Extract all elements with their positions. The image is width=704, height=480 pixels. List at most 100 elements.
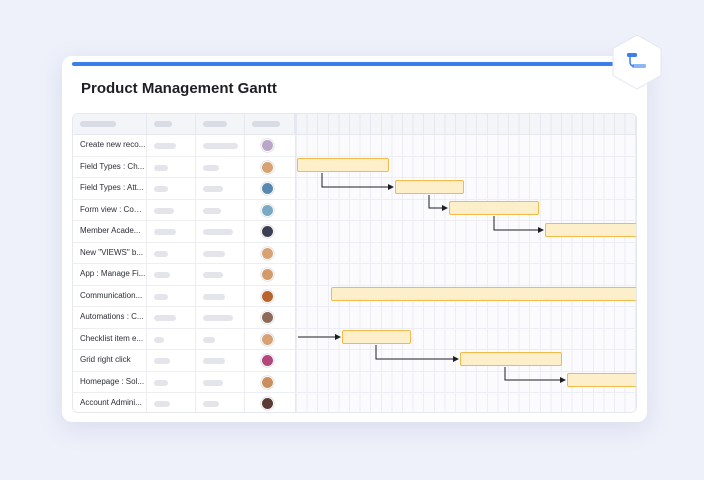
- cell-2[interactable]: [147, 135, 196, 157]
- cell-3[interactable]: [196, 307, 245, 329]
- task-bar-field-types-att[interactable]: [395, 180, 464, 194]
- cell-3[interactable]: [196, 350, 245, 372]
- avatar[interactable]: [261, 375, 274, 389]
- timeline-row-divider: [296, 263, 636, 264]
- table-row[interactable]: Automations : C...: [73, 307, 295, 329]
- avatar[interactable]: [261, 139, 274, 152]
- cell-3[interactable]: [196, 135, 245, 157]
- dependency-arrow-6: [504, 367, 566, 383]
- table-row[interactable]: Checklist item e...: [73, 328, 295, 350]
- cell-name[interactable]: Homepage : Sol...: [73, 371, 147, 393]
- row-name: Grid right click: [80, 355, 131, 364]
- cell-2[interactable]: [147, 156, 196, 178]
- gantt-view: Create new reco... Field Types : Ch... Fie…: [72, 113, 637, 413]
- cell-name[interactable]: Automations : C...: [73, 307, 147, 329]
- dependency-arrow-2: [428, 195, 448, 211]
- card-accent-bar: [72, 62, 637, 66]
- avatar[interactable]: [261, 160, 274, 174]
- timeline-row-divider: [296, 392, 636, 393]
- task-bar-grid-right-click[interactable]: [460, 352, 562, 366]
- cell-3[interactable]: [196, 264, 245, 286]
- row-name: Automations : C...: [80, 312, 144, 321]
- cell-3[interactable]: [196, 156, 245, 178]
- task-bar-field-types-ch[interactable]: [297, 158, 389, 172]
- cell-2[interactable]: [147, 393, 196, 412]
- table-row[interactable]: Field Types : Att...: [73, 178, 295, 200]
- task-bar-communication[interactable]: [331, 287, 636, 301]
- timeline-row-divider: [296, 327, 636, 329]
- column-header-assignee[interactable]: [245, 114, 295, 135]
- dependency-arrow-1: [321, 173, 394, 190]
- task-bar-checklist-item[interactable]: [342, 330, 411, 344]
- cell-name[interactable]: Communication...: [73, 285, 147, 307]
- table-row[interactable]: Communication...: [73, 285, 295, 307]
- table-row[interactable]: Grid right click: [73, 350, 295, 372]
- timeline-row-divider: [296, 198, 636, 200]
- cell-3[interactable]: [196, 178, 245, 200]
- cell-2[interactable]: [147, 178, 196, 200]
- table-row[interactable]: Member Acade...: [73, 221, 295, 243]
- cell-3[interactable]: [196, 242, 245, 264]
- cell-2[interactable]: [147, 199, 196, 221]
- row-name: App : Manage Fi...: [80, 269, 146, 278]
- row-name: Field Types : Att...: [80, 183, 144, 192]
- avatar[interactable]: [261, 225, 274, 238]
- cell-name[interactable]: Form view : Com...: [73, 199, 147, 221]
- timeline-row-divider: [296, 370, 636, 372]
- cell-3[interactable]: [196, 328, 245, 350]
- avatar[interactable]: [261, 311, 274, 324]
- cell-2[interactable]: [147, 264, 196, 286]
- cell-2[interactable]: [147, 328, 196, 350]
- cell-3[interactable]: [196, 285, 245, 307]
- row-name: Field Types : Ch...: [80, 161, 145, 171]
- task-bar-homepage[interactable]: [567, 373, 636, 387]
- table-row[interactable]: Field Types : Ch...: [73, 156, 295, 178]
- row-name: New "VIEWS" b...: [80, 247, 144, 257]
- cell-name[interactable]: App : Manage Fi...: [73, 264, 147, 286]
- cell-2[interactable]: [147, 350, 196, 372]
- cell-3[interactable]: [196, 371, 245, 393]
- avatar[interactable]: [261, 397, 274, 410]
- row-name: Create new reco...: [80, 140, 146, 149]
- avatar[interactable]: [261, 246, 274, 260]
- cell-2[interactable]: [147, 221, 196, 243]
- avatar[interactable]: [261, 182, 274, 195]
- avatar[interactable]: [261, 268, 274, 281]
- cell-name[interactable]: New "VIEWS" b...: [73, 242, 147, 264]
- gantt-card: Product Management Gantt Create new reco…: [62, 56, 647, 422]
- task-bar-form-view[interactable]: [449, 201, 539, 215]
- cell-2[interactable]: [147, 371, 196, 393]
- row-name: Form view : Com...: [80, 204, 146, 214]
- cell-3[interactable]: [196, 393, 245, 412]
- avatar[interactable]: [261, 332, 274, 346]
- cell-name[interactable]: Create new reco...: [73, 135, 147, 157]
- column-header-3[interactable]: [196, 114, 245, 135]
- cell-3[interactable]: [196, 199, 245, 221]
- task-bar-member-academy[interactable]: [545, 223, 636, 237]
- column-header-name[interactable]: [73, 114, 147, 135]
- column-header-2[interactable]: [147, 114, 196, 135]
- avatar[interactable]: [261, 354, 274, 367]
- timeline-row-divider: [296, 177, 636, 178]
- cell-2[interactable]: [147, 307, 196, 329]
- table-row[interactable]: New "VIEWS" b...: [73, 242, 295, 264]
- cell-name[interactable]: Account Admini...: [73, 393, 147, 412]
- cell-name[interactable]: Checklist item e...: [73, 328, 147, 350]
- cell-2[interactable]: [147, 242, 196, 264]
- cell-name[interactable]: Grid right click: [73, 350, 147, 372]
- cell-2[interactable]: [147, 285, 196, 307]
- row-name: Checklist item e...: [80, 333, 144, 343]
- table-row[interactable]: App : Manage Fi...: [73, 264, 295, 286]
- cell-name[interactable]: Field Types : Att...: [73, 178, 147, 200]
- table-row[interactable]: Account Admini...: [73, 393, 295, 412]
- cell-name[interactable]: Field Types : Ch...: [73, 156, 147, 178]
- table-row[interactable]: Form view : Com...: [73, 199, 295, 221]
- avatar[interactable]: [261, 289, 274, 303]
- table-row[interactable]: Create new reco...: [73, 135, 295, 157]
- table-row[interactable]: Homepage : Sol...: [73, 371, 295, 393]
- cell-3[interactable]: [196, 221, 245, 243]
- timeline-row-divider: [296, 220, 636, 221]
- cell-name[interactable]: Member Acade...: [73, 221, 147, 243]
- avatar[interactable]: [261, 203, 274, 217]
- row-name: Homepage : Sol...: [80, 376, 145, 386]
